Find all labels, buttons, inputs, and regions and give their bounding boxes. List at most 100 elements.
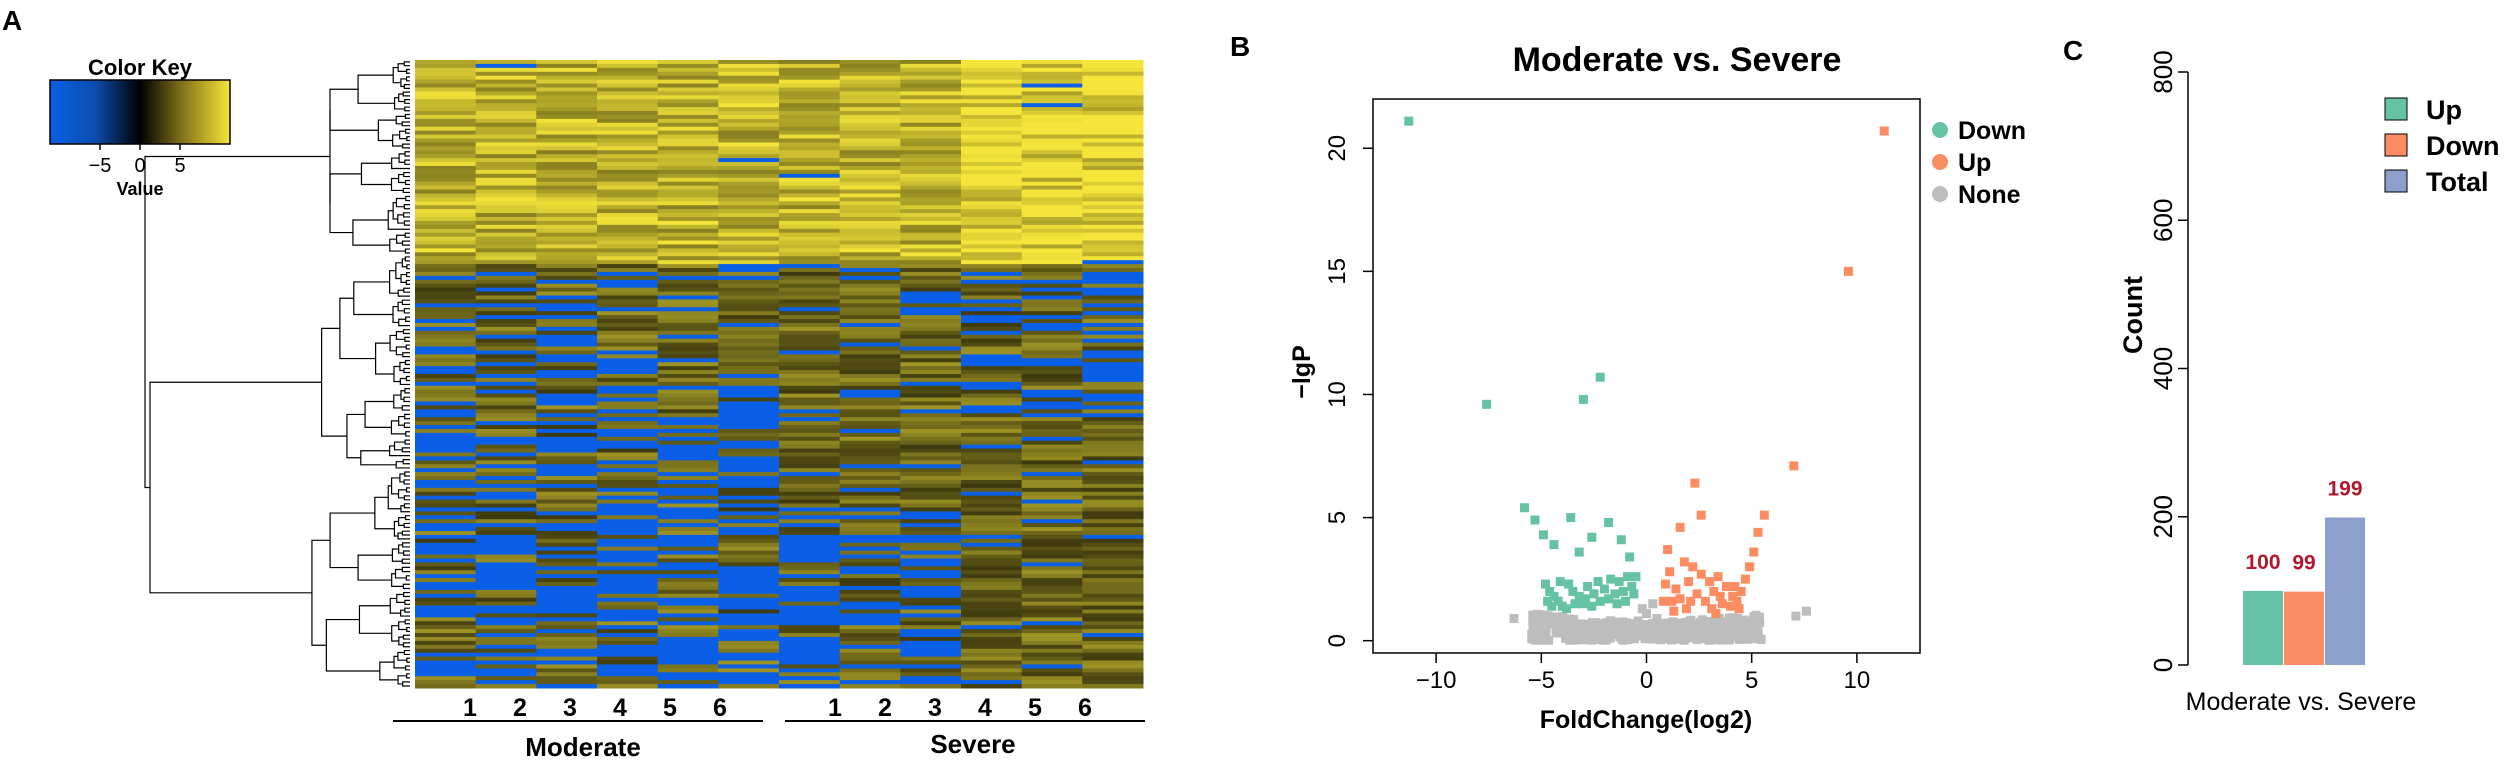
heatmap-cell <box>657 460 719 465</box>
heatmap-cell <box>597 562 659 567</box>
heatmap-cell <box>536 636 598 642</box>
volcano-point-up <box>1730 582 1740 592</box>
heatmap-cell <box>1082 154 1144 159</box>
heatmap-cell <box>961 476 1023 481</box>
heatmap-cell <box>779 405 841 410</box>
heatmap-cell <box>718 413 780 418</box>
heatmap-cell <box>961 287 1023 293</box>
heatmap-cell <box>839 405 901 410</box>
heatmap-cell <box>475 456 537 461</box>
heatmap-cell <box>1082 193 1144 198</box>
heatmap-cell <box>657 574 719 579</box>
heatmap-cell <box>1082 111 1144 116</box>
heatmap-cell <box>718 275 780 281</box>
heatmap-cell <box>961 377 1023 383</box>
heatmap-cell <box>1021 460 1083 465</box>
dendrogram-branch <box>329 512 375 569</box>
heatmap-cell <box>415 181 477 187</box>
heatmap-cell <box>839 185 901 191</box>
volcano-y-tick-label: 0 <box>1324 634 1351 647</box>
heatmap-cell <box>839 224 901 230</box>
heatmap-cell <box>779 664 841 669</box>
heatmap-cell <box>657 220 719 226</box>
heatmap-cell <box>961 224 1023 230</box>
heatmap-cell <box>475 228 537 234</box>
legend-label-up: Up <box>1958 149 1991 177</box>
volcano-point-none <box>1509 614 1519 624</box>
heatmap-cell <box>1082 228 1144 234</box>
heatmap-cell <box>900 169 962 175</box>
heatmap-cell <box>1082 531 1144 536</box>
heatmap-cell <box>475 648 537 654</box>
heatmap-cell <box>597 605 659 610</box>
heatmap-cell <box>415 114 477 120</box>
heatmap-cell <box>718 185 780 191</box>
heatmap-cell <box>961 303 1023 308</box>
heatmap-cell <box>961 523 1023 528</box>
heatmap-cell <box>718 523 780 528</box>
dendrogram-branch <box>401 405 410 411</box>
heatmap-cell <box>597 103 659 108</box>
heatmap-cell <box>718 63 780 69</box>
dendrogram-branch <box>402 187 410 194</box>
heatmap-cell <box>475 275 537 281</box>
heatmap-cell <box>597 417 659 422</box>
heatmap-cell <box>718 538 780 544</box>
heatmap-cell <box>718 244 780 249</box>
volcano-point-none <box>1706 633 1716 643</box>
heatmap-cell <box>839 652 901 658</box>
heatmap-cell <box>718 158 780 163</box>
heatmap-cell <box>900 558 962 563</box>
dendrogram-branch <box>403 495 410 501</box>
heatmap-cell <box>597 213 659 218</box>
heatmap-cell <box>415 75 477 81</box>
volcano-point-down <box>1568 586 1578 596</box>
heatmap-cell <box>657 154 719 159</box>
heatmap-cell <box>1021 342 1083 348</box>
heatmap-cell <box>779 354 841 359</box>
heatmap-cell <box>657 452 719 457</box>
heatmap-cell <box>415 487 477 493</box>
volcano-x-tick-label: 5 <box>1745 667 1758 694</box>
heatmap-cell <box>657 95 719 100</box>
heatmap-cell <box>475 425 537 430</box>
heatmap-cell <box>536 283 598 289</box>
heatmap-cell <box>718 381 780 387</box>
heatmap-cell <box>597 440 659 446</box>
heatmap-cell <box>961 550 1023 556</box>
dendrogram-branch <box>364 400 394 428</box>
heatmap-cell <box>1021 213 1083 218</box>
heatmap-cell <box>657 377 719 383</box>
heatmap-cell <box>415 538 477 544</box>
heatmap-cell <box>779 60 841 65</box>
heatmap-cell <box>900 464 962 469</box>
heatmap-cell <box>718 181 780 187</box>
volcano-point-down <box>1482 399 1492 409</box>
heatmap-cell <box>718 260 780 265</box>
heatmap-cell <box>961 185 1023 191</box>
heatmap-cell <box>1021 468 1083 473</box>
heatmap-cell <box>961 291 1023 296</box>
heatmap-cell <box>1082 636 1144 642</box>
heatmap-cell <box>961 275 1023 281</box>
legend-label-up: Up <box>2426 95 2462 125</box>
heatmap-cell <box>536 315 598 320</box>
heatmap-cell <box>415 574 477 579</box>
volcano-ylabel: −lgP <box>1288 345 1316 399</box>
heatmap-cell <box>839 142 901 147</box>
heatmap-column-label: 5 <box>663 694 677 722</box>
heatmap-cell <box>900 114 962 120</box>
heatmap-cell <box>536 67 598 73</box>
heatmap-cell <box>839 656 901 662</box>
heatmap-cell <box>475 189 537 194</box>
heatmap-cell <box>475 201 537 206</box>
heatmap-cell <box>839 448 901 453</box>
heatmap-cell <box>475 660 537 665</box>
heatmap-cell <box>1021 546 1083 552</box>
heatmap-cell <box>1021 315 1083 320</box>
heatmap-cell <box>839 507 901 512</box>
dendrogram-branch <box>406 657 410 663</box>
heatmap-cell <box>536 554 598 559</box>
heatmap-cell <box>475 75 537 81</box>
heatmap-cell <box>657 71 719 77</box>
